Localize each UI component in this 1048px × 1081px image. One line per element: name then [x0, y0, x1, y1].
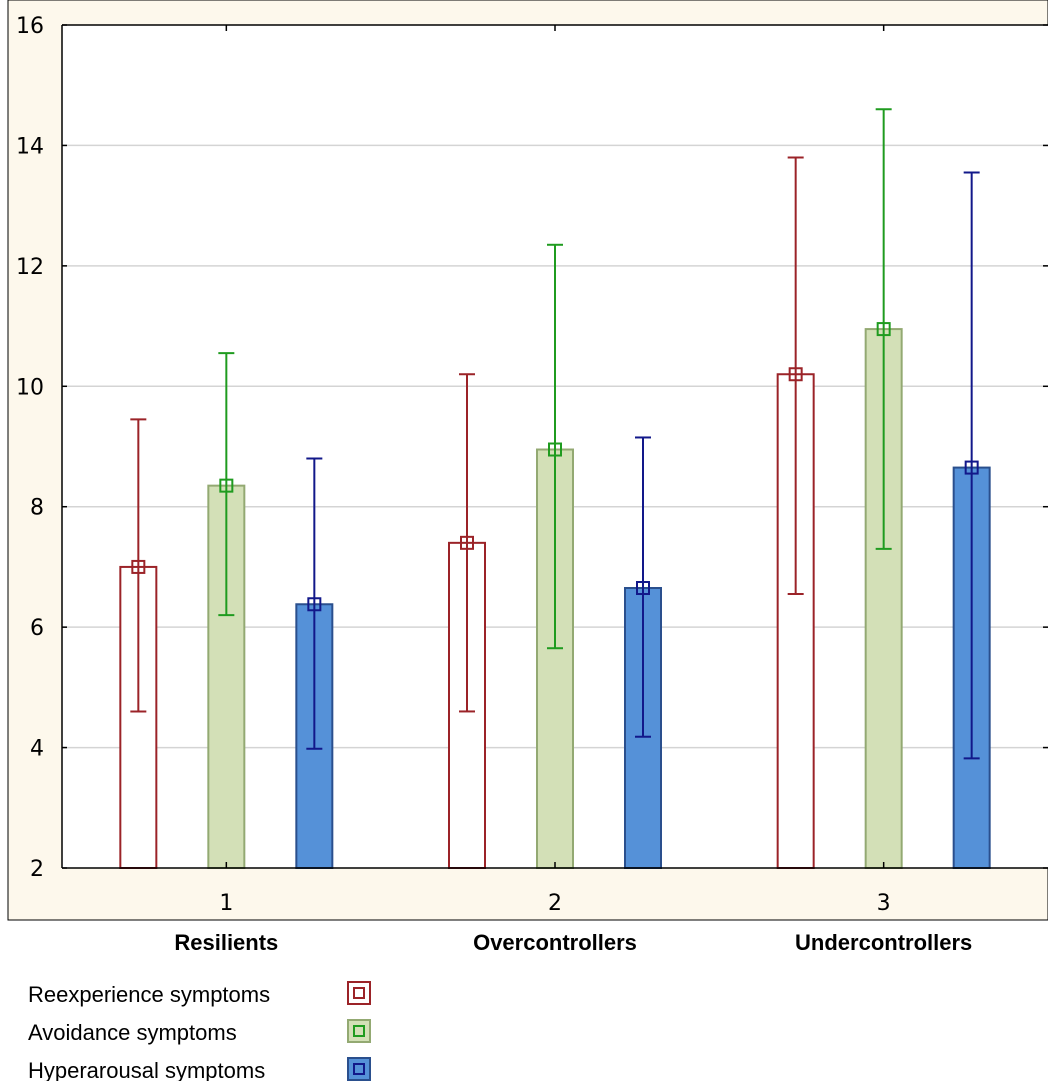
- y-tick-label: 8: [30, 496, 44, 521]
- legend-marker: [353, 987, 365, 999]
- y-tick-label: 12: [16, 255, 44, 280]
- mean-marker: [307, 597, 322, 612]
- x-tick-label: 2: [548, 891, 562, 916]
- mean-marker: [219, 478, 234, 493]
- y-tick-label: 14: [16, 134, 44, 159]
- x-tick-label: 3: [877, 891, 891, 916]
- mean-marker: [460, 535, 474, 550]
- legend-marker: [353, 1025, 365, 1037]
- group-label: Resilients: [174, 930, 278, 955]
- group-label: Undercontrollers: [795, 930, 972, 955]
- x-tick-label: 1: [219, 891, 233, 916]
- y-tick-label: 16: [16, 14, 44, 39]
- axis-ticks: 2 4 6 8 10 12 14 16 1 Resilients 2 Overcontrollers 3…: [16, 14, 1048, 955]
- y-tick-label: 10: [16, 375, 44, 400]
- legend-swatch: [347, 981, 371, 1005]
- mean-marker: [131, 559, 146, 574]
- y-tick-label: 2: [30, 857, 44, 882]
- legend: Reexperience symptoms Avoidance symptoms H…: [28, 981, 371, 1081]
- group-label: Overcontrollers: [473, 930, 637, 955]
- mean-marker: [788, 367, 803, 382]
- mean-marker: [548, 442, 562, 457]
- y-tick-label: 6: [30, 616, 44, 641]
- legend-swatch: [347, 1057, 371, 1081]
- legend-label: Hyperarousal symptoms: [28, 1058, 265, 1081]
- y-tick-label: 4: [30, 737, 44, 762]
- legend-label: Reexperience symptoms: [28, 982, 270, 1007]
- mean-marker: [876, 322, 891, 337]
- mean-marker: [964, 460, 979, 475]
- mean-marker: [636, 581, 650, 596]
- legend-marker: [353, 1063, 365, 1075]
- legend-label: Avoidance symptoms: [28, 1020, 237, 1045]
- legend-swatch: [347, 1019, 371, 1043]
- error-bars: [130, 108, 980, 760]
